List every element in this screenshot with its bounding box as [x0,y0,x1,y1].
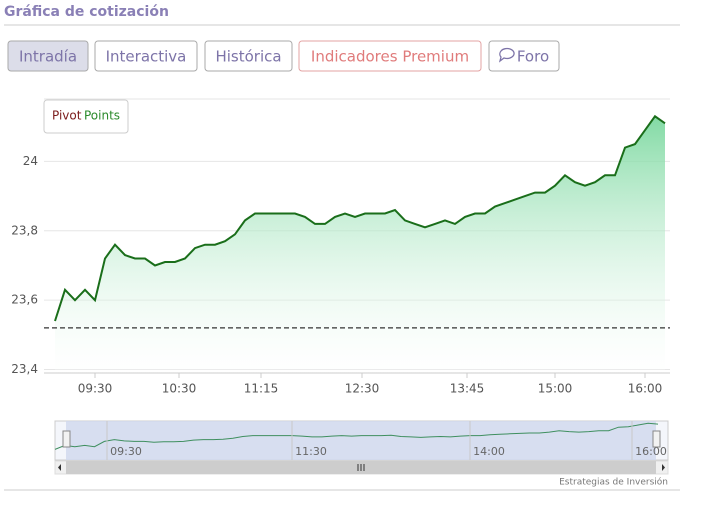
x-tick-label: 09:30 [78,382,113,396]
y-tick-label: 24 [23,154,38,168]
x-tick-label: 15:00 [538,382,573,396]
x-tick-label: 16:00 [628,382,663,396]
x-tick-label: 10:30 [162,382,197,396]
nav-label: 16:00 [635,445,667,458]
line [54,114,666,322]
tab[interactable] [204,40,293,72]
tab-label: Indicadores Premium [311,48,469,66]
tab-label: Foro [517,48,549,66]
tab-label: Interactiva [106,48,187,66]
y-tick-label: 23,8 [11,223,38,237]
plot: 23,4 23,6 23,8 24 09:30 10:30 11:15 12:30 13:45 1… [11,114,670,396]
nav-label: 11:30 [295,445,327,458]
area [55,116,665,374]
x-tick-label: 11:15 [244,382,279,396]
tab[interactable] [7,40,89,72]
y-tick-label: 23,4 [11,362,38,376]
nav-handle[interactable] [652,430,661,448]
tab[interactable] [298,40,482,72]
nav-window [66,421,656,460]
legend-pivot: Pivot [52,109,82,123]
scroll-right[interactable] [662,464,665,471]
tab-label: Histórica [215,48,281,66]
scroll-grip [357,464,365,471]
tab-label: Intradía [19,48,77,66]
credit: Estrategias de Inversión [559,477,668,488]
legend-box[interactable] [43,99,129,134]
nav-handle[interactable] [62,430,71,448]
nav-line [54,422,659,450]
tabs: Intradía Interactiva Histórica Indicadores … [7,40,560,72]
scroll-left[interactable] [58,464,61,471]
widget-title: Gráfica de cotización [4,4,169,20]
navigator: 09:30 11:30 14:00 16:00 [54,420,669,475]
nav-label: 14:00 [473,445,505,458]
tab[interactable] [94,40,198,72]
y-tick-label: 23,6 [11,293,38,307]
chat-icon [498,47,515,63]
x-tick-label: 12:30 [345,382,380,396]
nav-label: 09:30 [110,445,142,458]
legend-points: Points [84,109,120,123]
x-tick-label: 13:45 [450,382,485,396]
